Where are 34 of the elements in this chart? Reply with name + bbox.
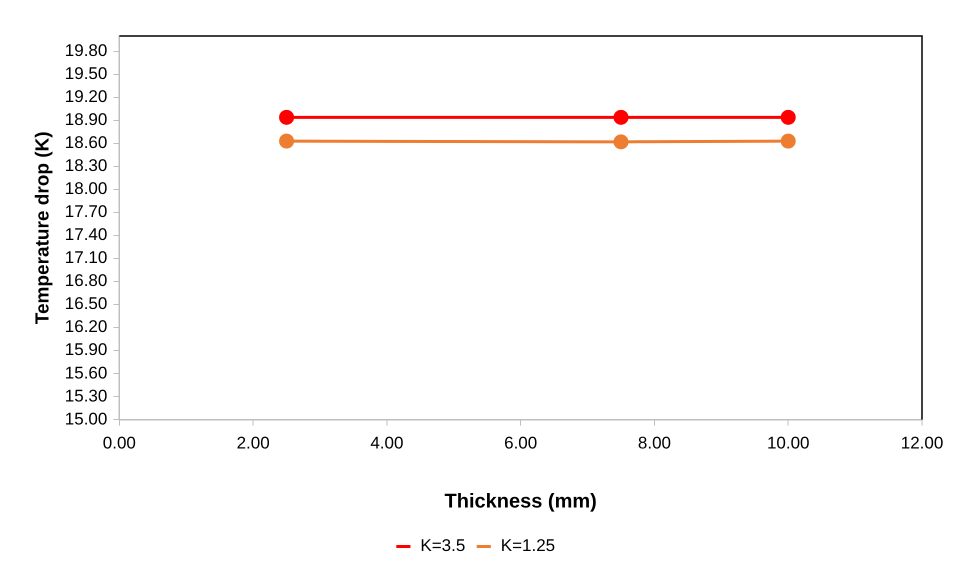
y-tick-label: 16.80 — [64, 271, 108, 290]
y-tick-label: 19.20 — [64, 87, 108, 106]
x-tick-label: 4.00 — [370, 433, 404, 452]
y-tick-label: 17.10 — [64, 248, 108, 268]
point — [614, 134, 629, 150]
x-tick-label: 8.00 — [638, 433, 671, 452]
point — [279, 110, 294, 125]
y-tick-label: 17.70 — [64, 202, 108, 222]
legend-label: K=3.5 — [420, 536, 466, 556]
y-tick-label: 16.20 — [64, 317, 108, 336]
point — [279, 134, 294, 149]
x-tick-label: 2.00 — [236, 433, 270, 452]
x-tick-label: 0.00 — [102, 433, 136, 452]
legend-label: K=1.25 — [500, 536, 556, 556]
y-tick-label: 15.30 — [64, 386, 108, 406]
point — [614, 110, 629, 125]
y-tick-label: 18.00 — [64, 179, 108, 198]
y-tick-label: 17.40 — [64, 225, 108, 244]
x-tick-label: 6.00 — [504, 433, 538, 452]
x-tick-label: 12.00 — [900, 433, 944, 452]
y-tick-label: 19.50 — [64, 64, 108, 84]
y-tick-label: 15.60 — [64, 363, 108, 382]
y-tick-label: 19.80 — [64, 41, 108, 60]
y-axis-title: Temperature drop (K) — [32, 131, 54, 324]
y-tick-label: 18.90 — [64, 110, 108, 130]
y-tick-label: 16.50 — [64, 294, 108, 314]
y-tick-label: 18.30 — [64, 156, 108, 176]
y-tick-label: 15.00 — [64, 409, 108, 428]
point — [780, 134, 796, 149]
y-tick-label: 15.90 — [64, 340, 108, 360]
x-axis-title: Thickness (mm) — [444, 490, 597, 513]
y-tick-label: 18.60 — [64, 133, 108, 152]
x-tick-label: 10.00 — [766, 433, 810, 452]
point — [780, 110, 796, 125]
